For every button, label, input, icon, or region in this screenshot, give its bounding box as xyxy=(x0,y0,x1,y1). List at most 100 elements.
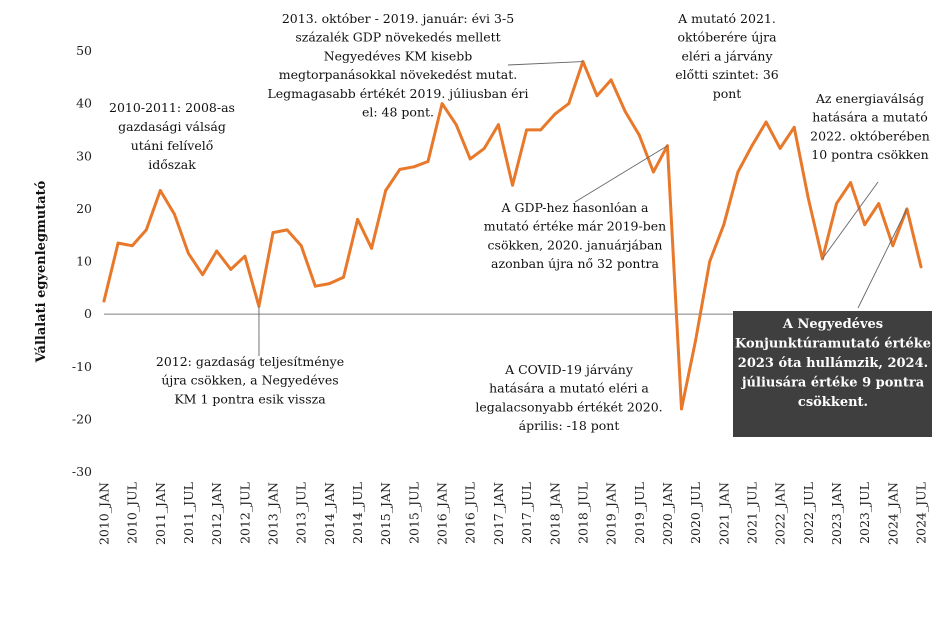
data-point xyxy=(229,267,233,271)
data-point xyxy=(806,196,810,200)
x-tick-label: 2017_JUL xyxy=(519,482,534,544)
y-tick-label: -20 xyxy=(72,411,92,426)
x-tick-label: 2019_JUL xyxy=(632,482,647,544)
data-point xyxy=(342,275,345,279)
data-point xyxy=(525,128,528,132)
y-tick-label: 0 xyxy=(84,306,92,321)
y-tick-label: 50 xyxy=(76,43,92,58)
annotation-text-line: mutató értéke már 2019-ben xyxy=(484,219,666,234)
annotation-a3: A mutató 2021. októberére újra eléri a jár… xyxy=(675,11,779,101)
data-point xyxy=(370,246,374,250)
annotation-text-line: júliusára értéke 9 pontra xyxy=(741,376,925,391)
annotation-text-line: 2013. október - 2019. január: évi 3-5 xyxy=(282,11,514,26)
annotation-text-line: csökkent. xyxy=(798,395,868,410)
annotation-a1: 2010-2011: 2008-as gazdasági válság utáni … xyxy=(109,100,235,172)
x-tick-label: 2011_JAN xyxy=(153,482,168,545)
x-tick-label: 2020_JUL xyxy=(688,482,703,544)
y-axis-label: Vállalati egyenlegmutató xyxy=(34,180,49,363)
data-point xyxy=(398,168,402,171)
x-tick-label: 2022_JUL xyxy=(801,482,816,544)
annotation-text-line: április: -18 pont xyxy=(519,418,620,433)
annotation-text-line: A COVID-19 járvány xyxy=(504,362,634,377)
data-point xyxy=(863,223,867,227)
x-tick-label: 2011_JUL xyxy=(181,482,196,544)
x-tick-label: 2013_JAN xyxy=(266,482,281,545)
data-point xyxy=(243,254,247,258)
series-layer xyxy=(102,60,923,411)
x-tick-label: 2018_JUL xyxy=(575,482,590,544)
x-tick-label: 2013_JUL xyxy=(294,482,309,544)
annotation-text-line: hatására a mutató eléri a xyxy=(489,381,649,396)
annotation-text-line: októberére újra xyxy=(677,30,777,45)
data-point xyxy=(468,157,472,161)
annotation-leader-line xyxy=(574,145,668,203)
data-point xyxy=(539,128,543,132)
annotation-text-line: százalék GDP növekedés mellett xyxy=(295,30,500,45)
annotation-text-line: Az energiaválság xyxy=(815,91,924,106)
x-tick-label: 2022_JAN xyxy=(773,482,788,545)
data-point xyxy=(497,123,500,127)
data-point xyxy=(327,282,331,286)
axes: 50 40 30 20 10 0 -10 -20 -30 Vállalati egyenlegmu… xyxy=(34,43,929,545)
data-point xyxy=(919,265,923,269)
data-point xyxy=(201,273,205,277)
x-tick-label: 2016_JUL xyxy=(463,482,478,544)
annotation-text-line: 2012: gazdaság teljesítménye xyxy=(156,354,344,369)
data-point xyxy=(736,170,740,174)
annotation-text-line: KM 1 pontra esik vissza xyxy=(174,391,326,406)
data-point xyxy=(158,189,162,192)
annotations: 2010-2011: 2008-as gazdasági válság utáni … xyxy=(109,11,932,437)
x-tick-label: 2023_JAN xyxy=(829,482,844,545)
x-tick-label: 2014_JUL xyxy=(350,482,365,544)
data-point xyxy=(722,223,726,227)
x-tick-label: 2024_JAN xyxy=(885,482,900,545)
y-tick-label: 20 xyxy=(76,201,92,216)
data-point xyxy=(623,110,627,113)
x-tick-label: 2017_JAN xyxy=(491,482,506,545)
data-point xyxy=(482,146,486,150)
data-point xyxy=(694,339,698,342)
data-point xyxy=(426,160,430,163)
annotation-text-line: csökken, 2020. januárjában xyxy=(488,237,663,252)
annotation-text-line: 2023 óta hullámzik, 2024. xyxy=(738,356,928,371)
x-tick-label: 2024_JUL xyxy=(914,482,929,544)
data-point xyxy=(116,241,120,245)
data-point xyxy=(778,146,782,150)
data-point xyxy=(553,112,557,116)
x-tick-label: 2016_JAN xyxy=(435,482,450,545)
x-tick-label: 2015_JAN xyxy=(378,482,393,545)
annotation-leader-line xyxy=(822,181,879,260)
annotation-text-line: 2022. októberében xyxy=(810,128,930,143)
data-point xyxy=(356,218,359,221)
annotation-text-line: 2010-2011: 2008-as xyxy=(109,100,235,115)
y-tick-label: -30 xyxy=(72,464,92,479)
annotation-text-line: Negyedéves KM kisebb xyxy=(324,48,473,63)
data-point xyxy=(680,407,683,411)
annotation-text-line: azonban újra nő 32 pontra xyxy=(491,256,659,271)
data-point xyxy=(877,202,881,206)
annotation-text-line: A Negyedéves xyxy=(782,317,883,332)
annotation-a7: A COVID-19 járvány hatására a mutató elér… xyxy=(475,362,662,433)
data-point xyxy=(567,102,571,106)
y-tick-label: 40 xyxy=(76,96,92,111)
data-point xyxy=(412,165,416,169)
annotation-text-line: utáni felívelő xyxy=(131,138,214,153)
annotation-text-line: 10 pontra csökken xyxy=(811,147,928,162)
annotation-a8: A Negyedéves Konjunktúramutató értéke 2023… xyxy=(733,208,932,437)
x-tick-label: 2010_JUL xyxy=(125,482,140,544)
x-tick-label: 2012_JUL xyxy=(237,482,252,544)
data-point xyxy=(511,183,514,187)
annotation-text-line: A mutató 2021. xyxy=(677,11,776,26)
annotation-box xyxy=(733,311,932,437)
x-tick-label: 2021_JAN xyxy=(716,482,731,545)
annotation-text-line: Konjunktúramutató értéke xyxy=(735,337,931,352)
annotation-text-line: előtti szintet: 36 xyxy=(675,67,779,82)
data-point xyxy=(651,170,655,174)
data-point xyxy=(440,102,444,106)
annotation-text-line: A GDP-hez hasonlóan a xyxy=(501,200,649,215)
data-point xyxy=(849,181,852,184)
data-point xyxy=(637,133,641,137)
annotation-text-line: hatására a mutató xyxy=(812,110,928,125)
annotation-text-line: legalacsonyabb értékét 2020. xyxy=(475,399,662,414)
